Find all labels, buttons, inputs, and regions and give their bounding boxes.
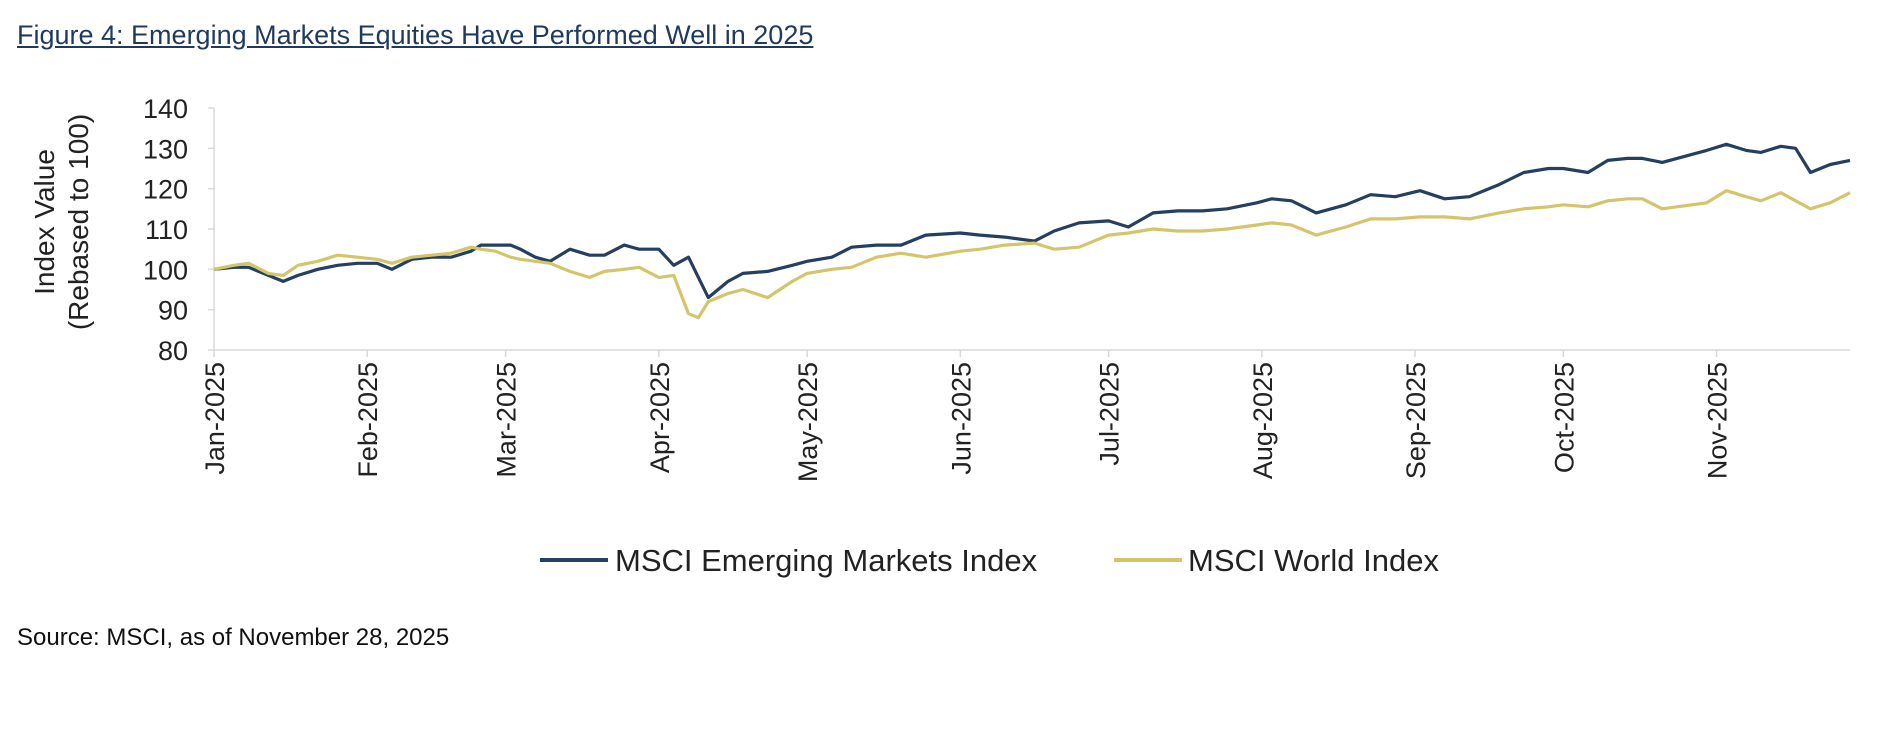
x-tick-label: Mar-2025 xyxy=(492,362,522,478)
y-axis-title: Index Value (Rebased to 100) xyxy=(29,114,94,330)
y-tick-label: 90 xyxy=(158,296,188,326)
x-tick-label: Jul-2025 xyxy=(1095,362,1125,466)
y-tick-label: 80 xyxy=(158,336,188,366)
x-tick-label: Jun-2025 xyxy=(946,362,976,475)
source-note: Source: MSCI, as of November 28, 2025 xyxy=(17,624,450,651)
y-tick-label: 120 xyxy=(143,175,188,205)
y-tick-label: 110 xyxy=(145,215,188,245)
axes xyxy=(213,108,1850,351)
y-axis-title-line2: (Rebased to 100) xyxy=(63,114,94,330)
x-tick-label: Apr-2025 xyxy=(645,362,675,473)
series-lines xyxy=(213,142,1851,320)
x-tick-label: Nov-2025 xyxy=(1703,362,1733,479)
series-line-msci-em xyxy=(213,142,1851,300)
y-tick-label: 100 xyxy=(143,255,188,285)
x-tick-label: Sep-2025 xyxy=(1401,362,1431,479)
series-line-msci-world xyxy=(213,189,1851,320)
y-tick-label: 130 xyxy=(143,134,188,164)
x-tick-label: Feb-2025 xyxy=(353,362,383,478)
x-tick-label: Oct-2025 xyxy=(1549,362,1579,473)
figure-title: Figure 4: Emerging Markets Equities Have… xyxy=(17,20,814,50)
legend-label: MSCI Emerging Markets Index xyxy=(615,543,1038,578)
x-tick-label: May-2025 xyxy=(793,362,823,482)
y-axis-ticks: 80 90 100 110 120 130 140 xyxy=(143,94,214,366)
x-axis-ticks: Jan-2025 Feb-2025 Mar-2025 Apr-2025 May-2025… xyxy=(200,350,1733,482)
x-tick-label: Aug-2025 xyxy=(1248,362,1278,479)
y-axis-title-line1: Index Value xyxy=(29,149,60,295)
line-chart: Index Value (Rebased to 100) 80 90 100 110 1… xyxy=(29,94,1851,578)
legend: MSCI Emerging Markets Index MSCI World In… xyxy=(540,543,1439,578)
y-tick-label: 140 xyxy=(143,94,188,124)
x-tick-label: Jan-2025 xyxy=(200,362,230,475)
legend-label: MSCI World Index xyxy=(1188,543,1439,578)
